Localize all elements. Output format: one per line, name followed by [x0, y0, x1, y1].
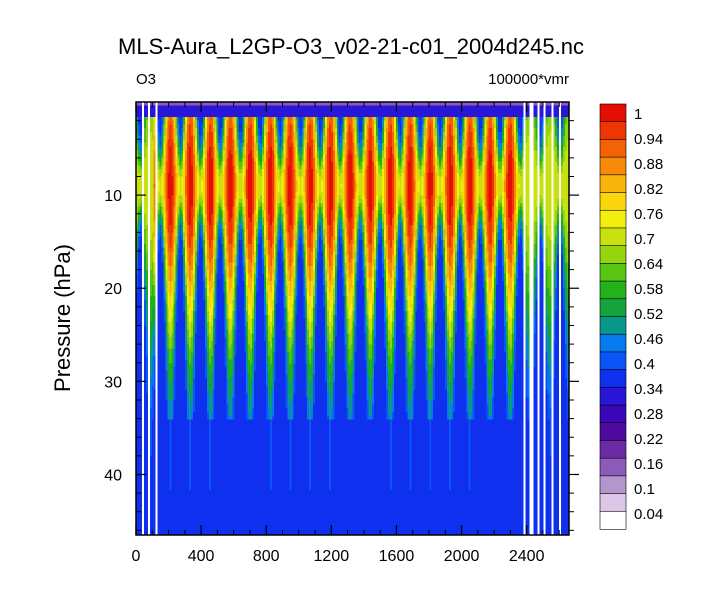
units-label: 100000*vmr [488, 71, 569, 88]
heatmap-field [136, 102, 570, 536]
chart-title: MLS-Aura_L2GP-O3_v02-21-c01_2004d245.nc [118, 34, 584, 59]
variable-label: O3 [136, 71, 156, 88]
